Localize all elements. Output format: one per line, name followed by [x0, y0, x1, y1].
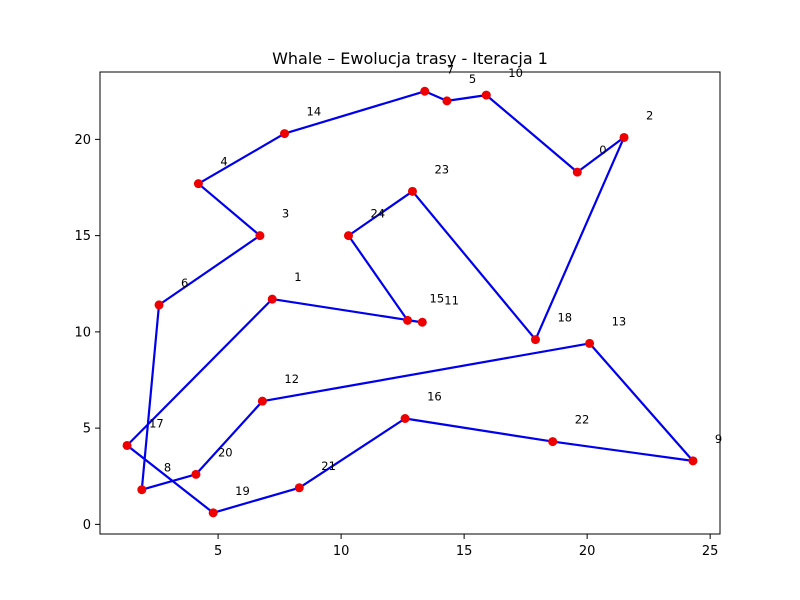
city-point-13	[585, 338, 595, 348]
city-point-15	[403, 315, 413, 325]
city-label-22: 22	[575, 413, 590, 427]
city-point-11	[417, 317, 427, 327]
city-label-6: 6	[181, 276, 188, 290]
city-point-21	[294, 483, 304, 493]
city-label-17: 17	[149, 416, 164, 430]
city-point-18	[530, 335, 540, 345]
city-label-16: 16	[427, 390, 442, 404]
city-label-7: 7	[447, 62, 454, 76]
city-point-5	[442, 96, 452, 106]
city-label-19: 19	[235, 484, 250, 498]
city-label-23: 23	[434, 162, 449, 176]
y-tick-label-5: 5	[83, 422, 91, 437]
chart-title: Whale – Ewolucja trasy - Iteracja 1	[272, 49, 548, 68]
city-label-18: 18	[557, 311, 572, 325]
city-point-9	[688, 456, 698, 466]
city-label-24: 24	[370, 207, 385, 221]
x-tick-label-15: 15	[456, 544, 473, 559]
city-label-10: 10	[508, 66, 523, 80]
city-point-14	[280, 129, 290, 139]
city-label-12: 12	[284, 372, 299, 386]
points-layer	[122, 86, 698, 518]
city-label-9: 9	[715, 432, 722, 446]
city-point-2	[619, 132, 629, 142]
y-tick-label-15: 15	[74, 229, 91, 244]
city-label-8: 8	[164, 461, 171, 475]
city-label-15: 15	[430, 291, 445, 305]
city-point-16	[400, 414, 410, 423]
city-point-1	[267, 294, 277, 304]
city-point-6	[154, 300, 164, 310]
city-label-13: 13	[612, 314, 627, 328]
city-label-3: 3	[282, 207, 289, 221]
city-point-3	[255, 231, 265, 241]
y-tick-label-10: 10	[74, 325, 91, 340]
city-point-19	[208, 508, 218, 518]
y-tick-label-0: 0	[83, 518, 91, 533]
x-axis: 5 10 15 20 25	[214, 534, 718, 559]
y-tick-label-20: 20	[74, 133, 91, 148]
city-point-24	[343, 231, 353, 241]
city-label-2: 2	[646, 108, 653, 122]
city-point-12	[257, 396, 267, 406]
city-point-0	[572, 167, 582, 177]
city-label-1: 1	[294, 270, 301, 284]
city-point-22	[548, 437, 558, 447]
x-tick-label-20: 20	[579, 544, 596, 559]
plot-area-frame	[99, 71, 721, 535]
x-tick-label-5: 5	[214, 544, 222, 559]
city-point-10	[481, 90, 491, 100]
city-point-4	[193, 179, 203, 189]
city-point-20	[191, 469, 201, 479]
city-label-11: 11	[444, 293, 459, 307]
route-line	[125, 90, 695, 514]
city-label-4: 4	[220, 155, 227, 169]
x-tick-label-25: 25	[702, 544, 719, 559]
city-label-0: 0	[599, 143, 606, 157]
city-label-14: 14	[307, 105, 322, 119]
y-axis: 0 5 10 15 20	[74, 133, 100, 533]
city-label-20: 20	[218, 445, 233, 459]
city-label-21: 21	[321, 459, 336, 473]
x-tick-label-10: 10	[333, 544, 350, 559]
city-point-8	[137, 485, 147, 495]
city-point-7	[420, 86, 430, 96]
route-layer	[125, 90, 695, 514]
city-label-5: 5	[469, 72, 476, 86]
city-point-23	[407, 186, 417, 196]
city-point-17	[122, 440, 132, 450]
